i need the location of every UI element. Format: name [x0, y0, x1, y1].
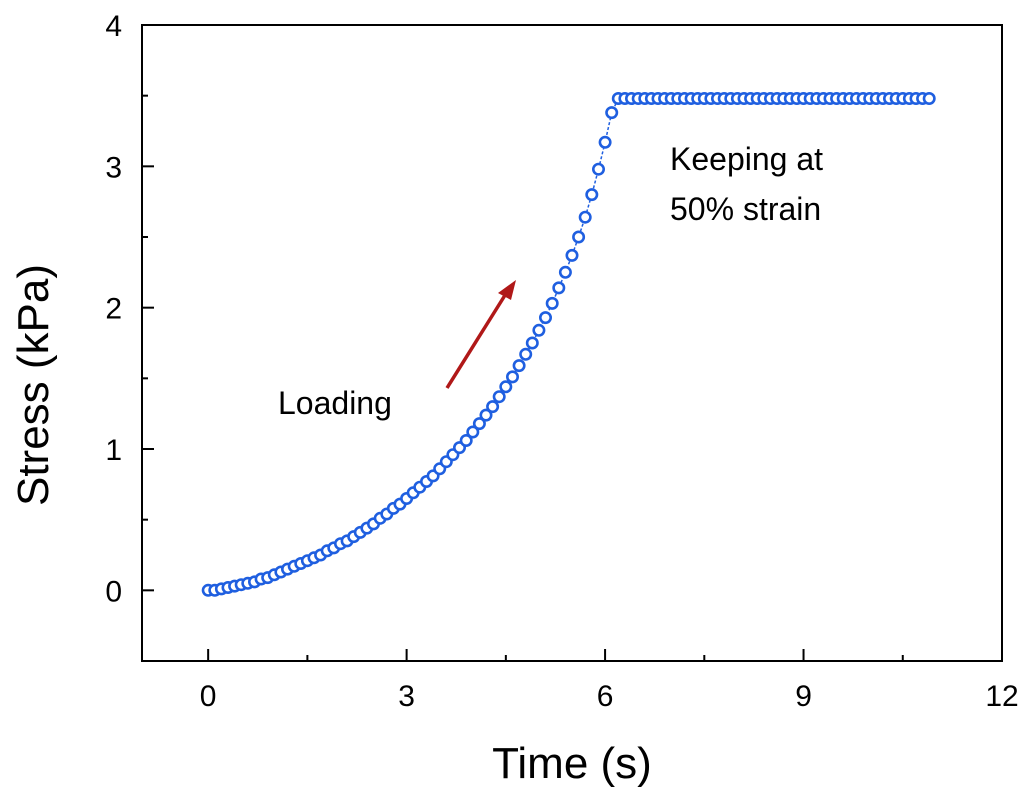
loading-arrow-head [498, 280, 516, 300]
y-tick-label-3: 3 [105, 151, 122, 184]
x-axis-title: Time (s) [492, 739, 652, 788]
data-point [499, 380, 513, 394]
data-point [565, 248, 579, 262]
keeping-annotation-line1: Keeping at [670, 141, 823, 177]
x-tick-label-3: 9 [795, 680, 812, 713]
keeping-annotation-line2: 50% strain [670, 191, 821, 227]
data-series [201, 92, 936, 597]
data-point [472, 417, 486, 431]
y-tick-label-1: 1 [105, 434, 122, 467]
data-point [525, 336, 539, 350]
loading-arrow [445, 291, 509, 389]
loading-annotation: Loading [278, 385, 392, 421]
data-point [552, 281, 566, 295]
data-point [479, 408, 493, 422]
data-point [572, 230, 586, 244]
data-point [578, 210, 592, 224]
data-point [466, 425, 480, 439]
data-point [486, 400, 500, 414]
data-point [505, 370, 519, 384]
data-point [922, 92, 936, 106]
x-tick-label-0: 0 [200, 680, 217, 713]
data-point [512, 359, 526, 373]
data-point [545, 296, 559, 310]
y-tick-label-0: 0 [105, 575, 122, 608]
data-point [558, 265, 572, 279]
data-point [598, 135, 612, 149]
data-point [591, 162, 605, 176]
data-point [492, 390, 506, 404]
data-point [585, 188, 599, 202]
x-tick-label-2: 6 [597, 680, 614, 713]
plot-frame [141, 24, 1003, 662]
data-point [538, 311, 552, 325]
y-tick-label-4: 4 [105, 10, 122, 43]
data-point [459, 433, 473, 447]
x-tick-label-1: 3 [398, 680, 415, 713]
y-tick-label-2: 2 [105, 293, 122, 326]
data-point [519, 347, 533, 361]
x-tick-label-4: 12 [985, 680, 1018, 713]
data-point [605, 106, 619, 120]
data-point [532, 323, 546, 337]
y-axis-title: Stress (kPa) [9, 264, 58, 506]
